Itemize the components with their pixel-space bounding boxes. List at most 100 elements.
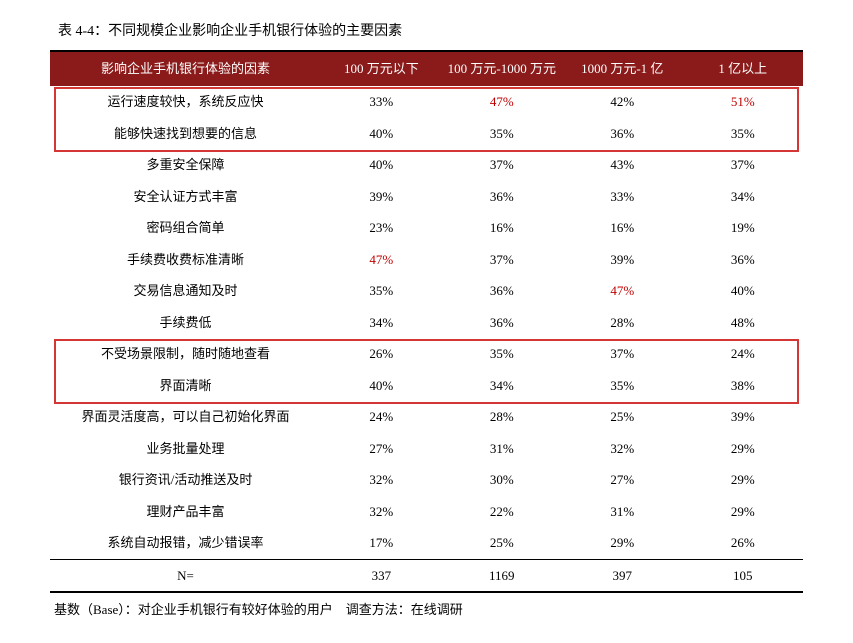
factor-label: 业务批量处理 (50, 433, 321, 465)
factor-label: 不受场景限制，随时随地查看 (50, 338, 321, 370)
value-cell: 28% (562, 307, 682, 339)
summary-cell: 337 (321, 559, 441, 591)
summary-cell: 397 (562, 559, 682, 591)
factor-label: 界面灵活度高，可以自己初始化界面 (50, 401, 321, 433)
summary-cell: 105 (683, 559, 804, 591)
value-cell: 28% (442, 401, 562, 433)
value-cell: 47% (562, 275, 682, 307)
value-cell: 36% (683, 244, 804, 276)
value-cell: 32% (321, 496, 441, 528)
header-col-4: 1 亿以上 (683, 52, 804, 86)
value-cell: 23% (321, 212, 441, 244)
value-cell: 43% (562, 149, 682, 181)
factor-label: 密码组合简单 (50, 212, 321, 244)
value-cell: 42% (562, 86, 682, 118)
factor-label: 多重安全保障 (50, 149, 321, 181)
value-cell: 19% (683, 212, 804, 244)
value-cell: 48% (683, 307, 804, 339)
value-cell: 24% (683, 338, 804, 370)
value-cell: 27% (321, 433, 441, 465)
value-cell: 37% (442, 149, 562, 181)
value-cell: 29% (683, 496, 804, 528)
header-col-2: 100 万元-1000 万元 (442, 52, 562, 86)
summary-row: N=3371169397105 (50, 559, 803, 591)
value-cell: 37% (683, 149, 804, 181)
table-row: 系统自动报错，减少错误率17%25%29%26% (50, 527, 803, 559)
factor-label: 理财产品丰富 (50, 496, 321, 528)
table-body: 运行速度较快，系统反应快33%47%42%51%能够快速找到想要的信息40%35… (50, 86, 803, 591)
value-cell: 35% (562, 370, 682, 402)
table-row: 安全认证方式丰富39%36%33%34% (50, 181, 803, 213)
header-factor: 影响企业手机银行体验的因素 (50, 52, 321, 86)
value-cell: 51% (683, 86, 804, 118)
table-row: 多重安全保障40%37%43%37% (50, 149, 803, 181)
table-row: 理财产品丰富32%22%31%29% (50, 496, 803, 528)
factor-label: 手续费低 (50, 307, 321, 339)
header-row: 影响企业手机银行体验的因素 100 万元以下 100 万元-1000 万元 10… (50, 52, 803, 86)
value-cell: 39% (683, 401, 804, 433)
factor-label: 安全认证方式丰富 (50, 181, 321, 213)
factor-label: 系统自动报错，减少错误率 (50, 527, 321, 559)
value-cell: 16% (562, 212, 682, 244)
table-caption: 表 4-4：不同规模企业影响企业手机银行体验的主要因素 (50, 20, 803, 40)
value-cell: 35% (321, 275, 441, 307)
table-row: 不受场景限制，随时随地查看26%35%37%24% (50, 338, 803, 370)
table-row: 交易信息通知及时35%36%47%40% (50, 275, 803, 307)
value-cell: 16% (442, 212, 562, 244)
value-cell: 31% (442, 433, 562, 465)
value-cell: 40% (321, 149, 441, 181)
summary-label: N= (50, 559, 321, 591)
factor-label: 运行速度较快，系统反应快 (50, 86, 321, 118)
value-cell: 40% (321, 370, 441, 402)
value-cell: 39% (562, 244, 682, 276)
table-row: 银行资讯/活动推送及时32%30%27%29% (50, 464, 803, 496)
value-cell: 36% (442, 275, 562, 307)
summary-cell: 1169 (442, 559, 562, 591)
value-cell: 34% (321, 307, 441, 339)
factor-label: 界面清晰 (50, 370, 321, 402)
data-table: 影响企业手机银行体验的因素 100 万元以下 100 万元-1000 万元 10… (50, 52, 803, 591)
value-cell: 31% (562, 496, 682, 528)
value-cell: 37% (562, 338, 682, 370)
value-cell: 32% (321, 464, 441, 496)
value-cell: 40% (683, 275, 804, 307)
footnote: 基数（Base）：对企业手机银行有较好体验的用户 调查方法：在线调研 (50, 599, 803, 618)
table-row: 界面灵活度高，可以自己初始化界面24%28%25%39% (50, 401, 803, 433)
value-cell: 34% (683, 181, 804, 213)
value-cell: 35% (442, 118, 562, 150)
value-cell: 35% (683, 118, 804, 150)
table-row: 能够快速找到想要的信息40%35%36%35% (50, 118, 803, 150)
value-cell: 26% (321, 338, 441, 370)
value-cell: 17% (321, 527, 441, 559)
value-cell: 33% (562, 181, 682, 213)
value-cell: 29% (562, 527, 682, 559)
value-cell: 29% (683, 464, 804, 496)
table-wrapper: 影响企业手机银行体验的因素 100 万元以下 100 万元-1000 万元 10… (50, 50, 803, 593)
header-col-1: 100 万元以下 (321, 52, 441, 86)
factor-label: 交易信息通知及时 (50, 275, 321, 307)
value-cell: 36% (562, 118, 682, 150)
value-cell: 33% (321, 86, 441, 118)
factor-label: 手续费收费标准清晰 (50, 244, 321, 276)
value-cell: 34% (442, 370, 562, 402)
value-cell: 30% (442, 464, 562, 496)
value-cell: 25% (562, 401, 682, 433)
value-cell: 32% (562, 433, 682, 465)
table-row: 运行速度较快，系统反应快33%47%42%51% (50, 86, 803, 118)
value-cell: 26% (683, 527, 804, 559)
value-cell: 37% (442, 244, 562, 276)
value-cell: 35% (442, 338, 562, 370)
value-cell: 36% (442, 181, 562, 213)
factor-label: 银行资讯/活动推送及时 (50, 464, 321, 496)
value-cell: 24% (321, 401, 441, 433)
table-row: 手续费低34%36%28%48% (50, 307, 803, 339)
table-row: 界面清晰40%34%35%38% (50, 370, 803, 402)
value-cell: 39% (321, 181, 441, 213)
value-cell: 47% (442, 86, 562, 118)
value-cell: 22% (442, 496, 562, 528)
value-cell: 29% (683, 433, 804, 465)
value-cell: 25% (442, 527, 562, 559)
table-row: 手续费收费标准清晰47%37%39%36% (50, 244, 803, 276)
value-cell: 47% (321, 244, 441, 276)
header-col-3: 1000 万元-1 亿 (562, 52, 682, 86)
